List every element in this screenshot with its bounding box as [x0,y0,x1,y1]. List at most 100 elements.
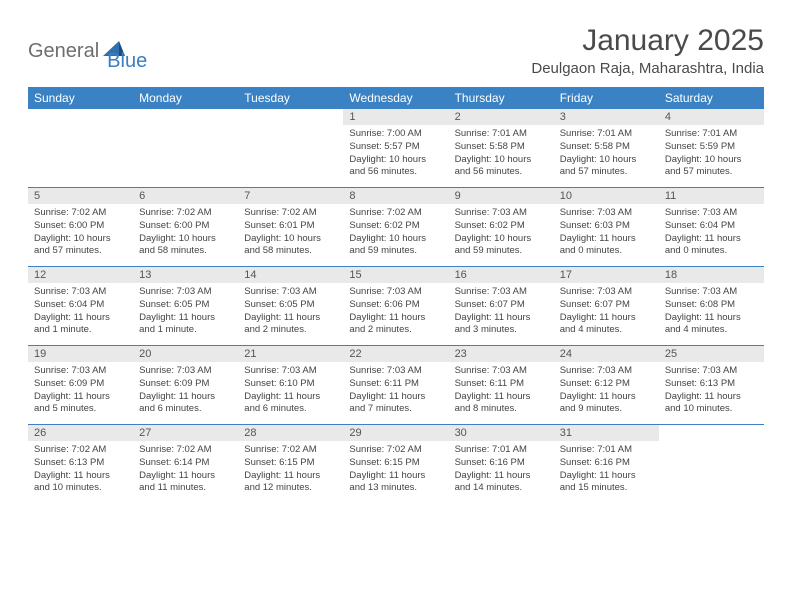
day-details: Sunrise: 7:02 AMSunset: 6:13 PMDaylight:… [28,441,133,499]
day-number: 6 [133,188,238,204]
day-number: 7 [238,188,343,204]
day-cell: 26Sunrise: 7:02 AMSunset: 6:13 PMDayligh… [28,425,133,503]
sunset-text: Sunset: 6:00 PM [139,220,232,233]
sunrise-text: Sunrise: 7:02 AM [244,207,337,220]
sunset-text: Sunset: 6:01 PM [244,220,337,233]
sunrise-text: Sunrise: 7:03 AM [455,286,548,299]
sunset-text: Sunset: 6:09 PM [139,378,232,391]
day-cell: 18Sunrise: 7:03 AMSunset: 6:08 PMDayligh… [659,267,764,345]
sunrise-text: Sunrise: 7:01 AM [455,128,548,141]
daylight-text: Daylight: 10 hours and 57 minutes. [665,154,758,180]
day-details: Sunrise: 7:03 AMSunset: 6:03 PMDaylight:… [554,204,659,262]
day-cell: 24Sunrise: 7:03 AMSunset: 6:12 PMDayligh… [554,346,659,424]
day-header-monday: Monday [133,87,238,109]
day-cell: 15Sunrise: 7:03 AMSunset: 6:06 PMDayligh… [343,267,448,345]
day-header-saturday: Saturday [659,87,764,109]
day-details: Sunrise: 7:02 AMSunset: 6:02 PMDaylight:… [343,204,448,262]
sunrise-text: Sunrise: 7:03 AM [665,365,758,378]
daylight-text: Daylight: 11 hours and 7 minutes. [349,391,442,417]
day-header-thursday: Thursday [449,87,554,109]
logo-text-general: General [28,40,99,63]
week-row: 12Sunrise: 7:03 AMSunset: 6:04 PMDayligh… [28,266,764,345]
sunrise-text: Sunrise: 7:03 AM [139,365,232,378]
sunset-text: Sunset: 6:05 PM [139,299,232,312]
day-cell: 21Sunrise: 7:03 AMSunset: 6:10 PMDayligh… [238,346,343,424]
sunset-text: Sunset: 6:07 PM [560,299,653,312]
day-cell: 3Sunrise: 7:01 AMSunset: 5:58 PMDaylight… [554,109,659,187]
day-header-sunday: Sunday [28,87,133,109]
day-cell: 5Sunrise: 7:02 AMSunset: 6:00 PMDaylight… [28,188,133,266]
day-number: 17 [554,267,659,283]
daylight-text: Daylight: 11 hours and 4 minutes. [665,312,758,338]
day-number: 24 [554,346,659,362]
sunrise-text: Sunrise: 7:02 AM [139,444,232,457]
sunrise-text: Sunrise: 7:03 AM [244,286,337,299]
daylight-text: Daylight: 10 hours and 56 minutes. [349,154,442,180]
day-header-tuesday: Tuesday [238,87,343,109]
day-cell: 20Sunrise: 7:03 AMSunset: 6:09 PMDayligh… [133,346,238,424]
day-number: 10 [554,188,659,204]
day-cell: 4Sunrise: 7:01 AMSunset: 5:59 PMDaylight… [659,109,764,187]
day-details: Sunrise: 7:02 AMSunset: 6:01 PMDaylight:… [238,204,343,262]
day-details: Sunrise: 7:01 AMSunset: 6:16 PMDaylight:… [449,441,554,499]
sunrise-text: Sunrise: 7:01 AM [560,444,653,457]
day-number: 11 [659,188,764,204]
day-cell: 8Sunrise: 7:02 AMSunset: 6:02 PMDaylight… [343,188,448,266]
day-details: Sunrise: 7:03 AMSunset: 6:04 PMDaylight:… [28,283,133,341]
day-cell: 10Sunrise: 7:03 AMSunset: 6:03 PMDayligh… [554,188,659,266]
daylight-text: Daylight: 10 hours and 59 minutes. [455,233,548,259]
day-number: 31 [554,425,659,441]
sunset-text: Sunset: 6:02 PM [349,220,442,233]
sunset-text: Sunset: 6:16 PM [455,457,548,470]
day-number: 21 [238,346,343,362]
sunset-text: Sunset: 6:12 PM [560,378,653,391]
daylight-text: Daylight: 10 hours and 59 minutes. [349,233,442,259]
day-details: Sunrise: 7:03 AMSunset: 6:06 PMDaylight:… [343,283,448,341]
day-number: 9 [449,188,554,204]
daylight-text: Daylight: 11 hours and 6 minutes. [139,391,232,417]
day-number [659,425,764,429]
day-cell: 17Sunrise: 7:03 AMSunset: 6:07 PMDayligh… [554,267,659,345]
sunset-text: Sunset: 6:09 PM [34,378,127,391]
day-cell: 13Sunrise: 7:03 AMSunset: 6:05 PMDayligh… [133,267,238,345]
sunrise-text: Sunrise: 7:03 AM [34,286,127,299]
daylight-text: Daylight: 10 hours and 56 minutes. [455,154,548,180]
day-details: Sunrise: 7:03 AMSunset: 6:11 PMDaylight:… [343,362,448,420]
header: General Blue January 2025 Deulgaon Raja,… [28,24,764,77]
day-cell: 25 Sunrise: 7:03 AMSunset: 6:13 PMDayligh… [659,346,764,424]
sunrise-text: Sunrise: 7:01 AM [560,128,653,141]
day-details: Sunrise: 7:02 AMSunset: 6:15 PMDaylight:… [343,441,448,499]
sunset-text: Sunset: 5:59 PM [665,141,758,154]
daylight-text: Daylight: 11 hours and 15 minutes. [560,470,653,496]
day-cell: 23Sunrise: 7:03 AMSunset: 6:11 PMDayligh… [449,346,554,424]
sunset-text: Sunset: 6:02 PM [455,220,548,233]
daylight-text: Daylight: 11 hours and 3 minutes. [455,312,548,338]
day-cell: 19Sunrise: 7:03 AMSunset: 6:09 PMDayligh… [28,346,133,424]
day-details: Sunrise: 7:01 AMSunset: 5:58 PMDaylight:… [449,125,554,183]
daylight-text: Daylight: 11 hours and 13 minutes. [349,470,442,496]
day-number: 12 [28,267,133,283]
day-number: 5 [28,188,133,204]
day-cell: 9Sunrise: 7:03 AMSunset: 6:02 PMDaylight… [449,188,554,266]
day-number: 27 [133,425,238,441]
sunset-text: Sunset: 6:05 PM [244,299,337,312]
daylight-text: Daylight: 10 hours and 57 minutes. [34,233,127,259]
daylight-text: Daylight: 11 hours and 10 minutes. [665,391,758,417]
day-number: 19 [28,346,133,362]
day-cell [238,109,343,187]
daylight-text: Daylight: 11 hours and 4 minutes. [560,312,653,338]
day-number [133,109,238,113]
sunrise-text: Sunrise: 7:03 AM [244,365,337,378]
day-number: 29 [343,425,448,441]
sunset-text: Sunset: 6:13 PM [665,378,758,391]
day-details: Sunrise: 7:03 AMSunset: 6:02 PMDaylight:… [449,204,554,262]
day-number: 25 [659,346,764,362]
day-cell: 28Sunrise: 7:02 AMSunset: 6:15 PMDayligh… [238,425,343,503]
day-details: Sunrise: 7:02 AMSunset: 6:00 PMDaylight:… [133,204,238,262]
sunrise-text: Sunrise: 7:03 AM [560,207,653,220]
daylight-text: Daylight: 10 hours and 58 minutes. [244,233,337,259]
day-number: 14 [238,267,343,283]
day-number: 30 [449,425,554,441]
day-details: Sunrise: 7:00 AMSunset: 5:57 PMDaylight:… [343,125,448,183]
daylight-text: Daylight: 11 hours and 14 minutes. [455,470,548,496]
